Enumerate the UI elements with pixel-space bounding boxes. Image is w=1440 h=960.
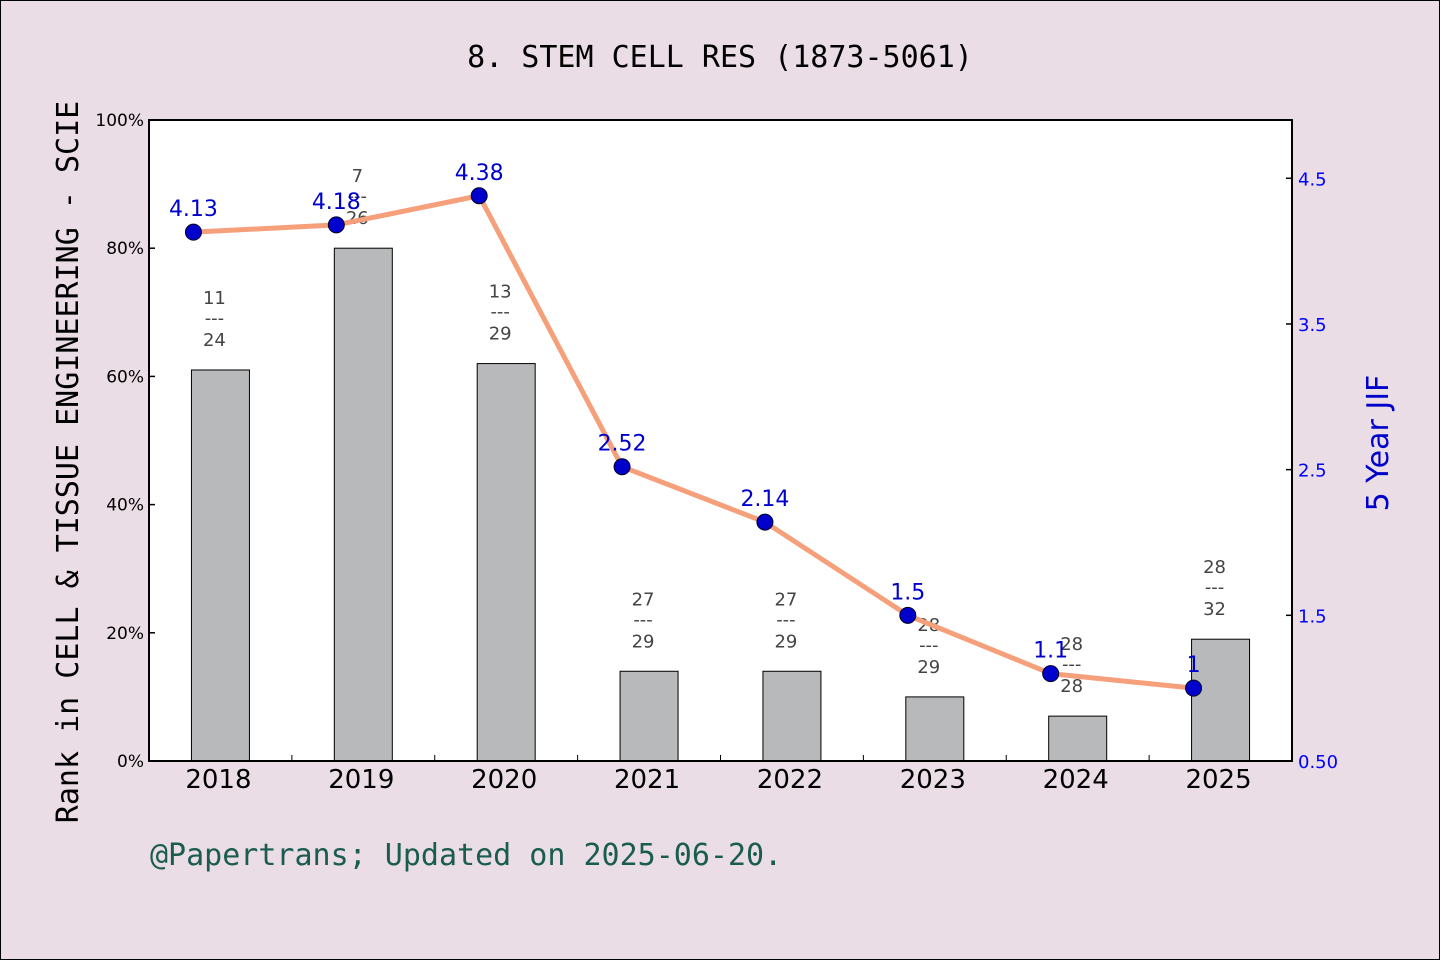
jif-point-2020 [470,187,488,205]
y-axis-label: Rank in CELL & TISSUE ENGINEERING - SCIE [51,101,86,823]
x-tick-label: 2019 [328,765,394,795]
jif-point-2019 [327,216,345,234]
jif-value-label: 1.5 [890,580,925,605]
y-tick-label: 20% [106,624,144,644]
jif-line-series: 4.13 4.18 4.38 2.52 2.14 1.5 1.1 1 [169,161,1203,697]
footer-credit: @Papertrans; Updated on 2025-06-20. [150,838,782,873]
total-count-label: 29 [917,657,940,678]
jif-value-label: 4.13 [169,197,218,222]
total-count-label: 32 [1203,599,1226,620]
plot-area [149,120,1292,761]
y-tick-label: 40% [106,496,144,516]
rank-bar-2019 [333,247,393,762]
jif-value-label: 4.18 [312,190,361,215]
rank-bar-2025 [1191,638,1251,762]
fraction-bar-label: --- [205,308,225,329]
y2-tick-label: 1.5 [1298,606,1327,627]
y-tick-label: 0% [117,752,144,772]
jif-value-label: 1.1 [1033,639,1068,664]
x-tick-label: 2020 [471,765,537,795]
y2-tick-label: 3.5 [1298,315,1327,336]
fraction-bar-label: --- [776,609,796,630]
total-count-label: 28 [1060,676,1083,697]
y2-tick-label: 2.5 [1298,461,1327,482]
axes: 0% 20% 40% 60% 80% 100% 0.50 1.5 2.5 3.5 4.5 2018 20… [95,111,1338,795]
jif-value-label: 2.52 [598,432,647,457]
y-tick-label: 80% [106,239,144,259]
y2-tick-label: 4.5 [1298,169,1327,190]
jif-point-2024 [1042,665,1060,683]
jif-point-2018 [184,223,202,241]
y-tick-label: 100% [95,111,144,131]
chart-title: 8. STEM CELL RES (1873-5061) [467,40,973,75]
rank-number-label: 7 [352,166,363,187]
x-tick-label: 2018 [185,765,251,795]
rank-number-label: 27 [632,589,655,610]
jif-point-2022 [756,513,774,531]
x-tick-label: 2022 [757,765,823,795]
rank-bar-2020 [476,363,536,762]
fraction-bar-label: --- [633,609,653,630]
fraction-bar-label: --- [919,635,939,656]
fraction-bar-label: --- [1205,577,1225,598]
jif-point-2021 [613,458,631,476]
fraction-bar-label: --- [1062,654,1082,675]
rank-number-label: 28 [1203,557,1226,578]
jif-line [190,193,1197,691]
rank-bar-2018 [190,369,250,762]
x-tick-label: 2024 [1043,765,1109,795]
jif-point-2023 [899,606,917,624]
rank-bar-2022 [762,670,822,762]
rank-bar-2021 [619,670,679,762]
fraction-bar-label: --- [490,302,510,323]
rank-number-label: 28 [1060,634,1083,655]
rank-bar-2024 [1048,715,1108,762]
x-tick-label: 2021 [614,765,680,795]
x-tick-label: 2025 [1185,765,1251,795]
y2-tick-label: 0.50 [1298,752,1338,773]
rank-bar-2023 [905,696,965,762]
total-count-label: 29 [632,631,655,652]
jif-value-label: 4.38 [455,161,504,186]
rank-number-label: 11 [203,288,226,309]
y2-axis-label: 5 Year JIF [1361,375,1396,512]
jif-value-label: 1 [1187,653,1201,678]
jif-value-label: 2.14 [740,487,789,512]
rank-number-label: 13 [489,282,512,303]
fraction-bar-label: --- [348,186,368,207]
rank-number-label: 27 [774,589,797,610]
total-count-label: 29 [774,631,797,652]
y-tick-label: 60% [106,367,144,387]
total-count-label: 24 [203,330,226,351]
jif-point-2025 [1185,679,1203,697]
total-count-label: 29 [489,324,512,345]
x-tick-label: 2023 [900,765,966,795]
